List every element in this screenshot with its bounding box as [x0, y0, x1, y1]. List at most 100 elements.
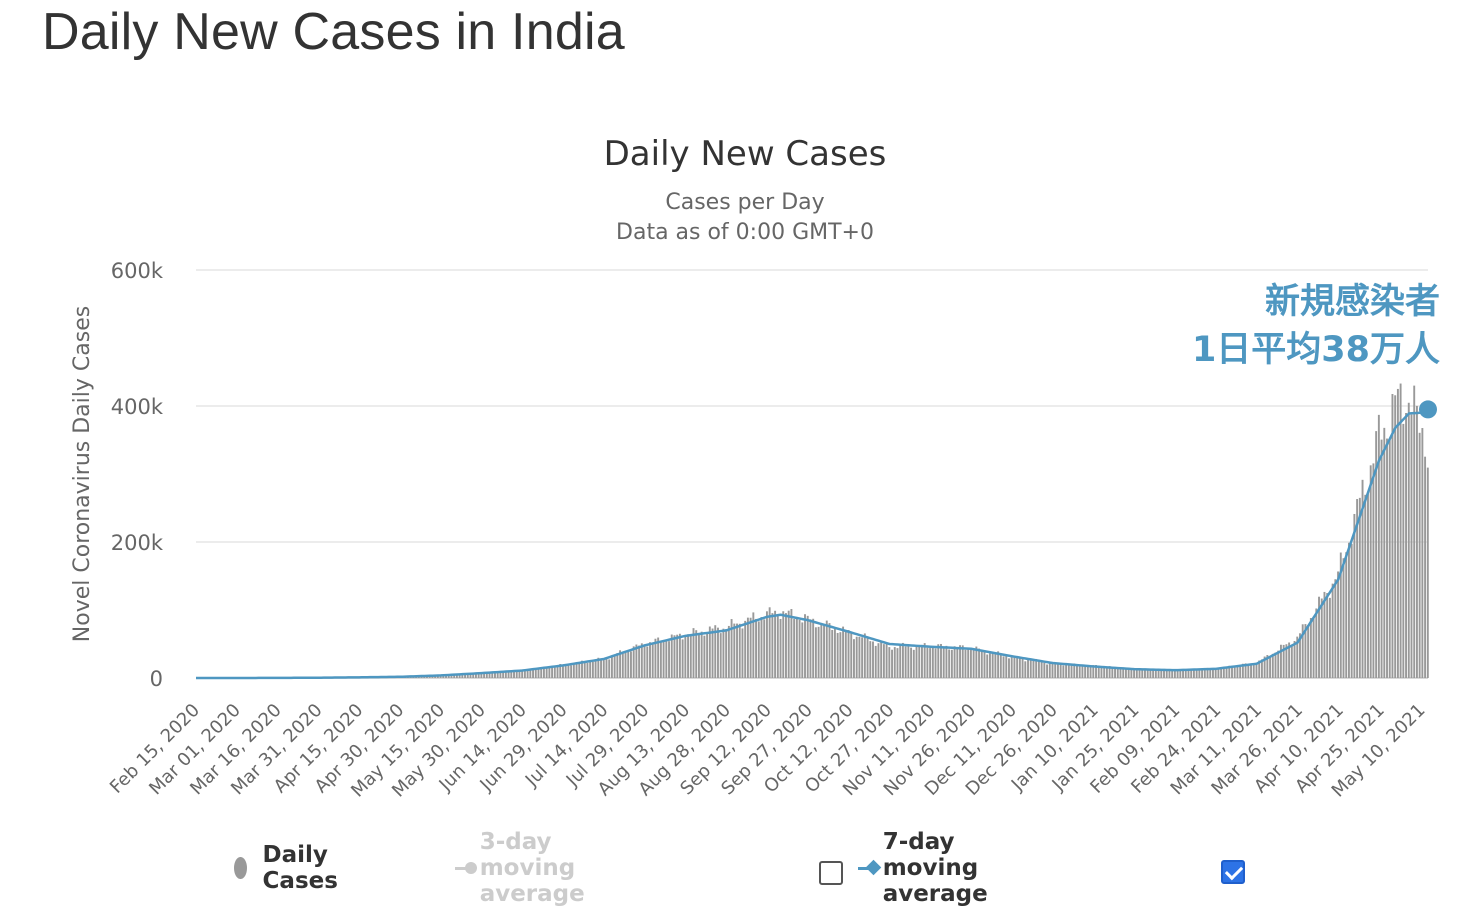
daily-case-bar — [1182, 670, 1184, 678]
legend-item-7day-ma[interactable]: 7-day moving average — [858, 848, 1006, 888]
daily-case-bar — [1370, 465, 1372, 678]
y-tick-label: 400k — [111, 395, 164, 419]
daily-case-bar — [736, 624, 738, 678]
daily-case-bar — [644, 646, 646, 678]
daily-case-bar — [1098, 667, 1100, 678]
daily-case-bar — [989, 653, 991, 678]
daily-case-bar — [720, 633, 722, 678]
daily-case-bar — [916, 645, 918, 678]
daily-case-bar — [1005, 656, 1007, 678]
daily-case-bar — [1033, 660, 1035, 678]
daily-case-bar — [777, 616, 779, 678]
daily-case-bar — [918, 645, 920, 678]
daily-case-bar — [739, 624, 741, 678]
daily-case-bar — [1402, 424, 1404, 678]
daily-case-bar — [1378, 415, 1380, 678]
daily-case-bar — [940, 644, 942, 678]
daily-case-bar — [1277, 651, 1279, 678]
daily-case-bar — [625, 652, 627, 678]
daily-case-bar — [709, 627, 711, 678]
legend-item-3day-ma[interactable]: 3-day moving average — [455, 848, 603, 888]
daily-case-bar — [766, 611, 768, 678]
y-axis-title: Novel Coronavirus Daily Cases — [70, 306, 95, 642]
daily-case-bar — [981, 650, 983, 678]
daily-case-bar — [1163, 670, 1165, 678]
daily-case-bar — [1359, 498, 1361, 678]
daily-case-bar — [1367, 493, 1369, 678]
daily-case-bar — [717, 628, 719, 678]
daily-case-bar — [1381, 440, 1383, 678]
daily-case-bar — [1060, 665, 1062, 678]
daily-case-bar — [1256, 664, 1258, 678]
daily-case-bar — [584, 662, 586, 678]
daily-case-bar — [608, 659, 610, 678]
daily-case-bar — [665, 641, 667, 678]
daily-case-bar — [1166, 670, 1168, 678]
daily-case-bar — [1394, 395, 1396, 678]
daily-cases-marker-icon — [234, 857, 247, 879]
legend-label-7day-ma: 7-day moving average — [883, 829, 1006, 907]
daily-case-bar — [1158, 671, 1160, 678]
daily-case-bar — [660, 642, 662, 678]
daily-case-bar — [652, 643, 654, 678]
daily-case-bar — [1310, 618, 1312, 678]
daily-case-bar — [956, 647, 958, 678]
daily-case-bar — [527, 670, 529, 678]
legend-item-daily-cases[interactable]: Daily Cases — [234, 848, 347, 888]
daily-case-bar — [788, 611, 790, 678]
ma7-checkbox[interactable] — [1221, 860, 1245, 884]
daily-case-bar — [592, 662, 594, 678]
daily-case-bar — [567, 664, 569, 678]
daily-case-bar — [695, 630, 697, 678]
daily-case-bar — [962, 645, 964, 678]
daily-case-bar — [1326, 593, 1328, 678]
daily-case-bar — [1057, 663, 1059, 678]
daily-case-bar — [725, 629, 727, 678]
daily-case-bar — [750, 618, 752, 678]
annotation-line-1: 新規感染者 — [1192, 278, 1440, 326]
daily-case-bar — [1081, 666, 1083, 678]
daily-case-bar — [826, 621, 828, 678]
daily-case-bar — [769, 607, 771, 678]
daily-case-bar — [926, 648, 928, 678]
daily-case-bar — [891, 650, 893, 678]
daily-case-bar — [1035, 659, 1037, 678]
daily-case-bar — [1421, 428, 1423, 678]
daily-case-bar — [937, 644, 939, 678]
daily-case-bar — [1049, 663, 1051, 678]
daily-case-bar — [948, 649, 950, 678]
daily-case-bar — [586, 663, 588, 678]
daily-case-bar — [1120, 669, 1122, 678]
daily-case-bar — [1198, 669, 1200, 678]
daily-case-bar — [1011, 657, 1013, 678]
daily-case-bar — [929, 648, 931, 678]
daily-case-bar — [703, 636, 705, 678]
daily-case-bar — [1353, 514, 1355, 678]
daily-case-bar — [589, 661, 591, 678]
daily-case-bar — [897, 648, 899, 678]
daily-case-bar — [809, 619, 811, 678]
daily-case-bar — [1144, 670, 1146, 678]
daily-case-bar — [1408, 403, 1410, 678]
daily-case-bar — [831, 630, 833, 678]
y-tick-label: 200k — [111, 531, 164, 555]
daily-case-bar — [1343, 558, 1345, 678]
daily-case-bar — [1397, 389, 1399, 678]
daily-case-bar — [872, 642, 874, 678]
daily-case-bar — [994, 653, 996, 678]
daily-case-bar — [622, 653, 624, 678]
daily-case-bar — [1052, 663, 1054, 678]
daily-case-bar — [858, 637, 860, 678]
daily-case-bar — [807, 616, 809, 678]
ma3-checkbox[interactable] — [819, 861, 843, 885]
daily-case-bar — [663, 640, 665, 678]
daily-case-bar — [818, 627, 820, 678]
daily-case-bar — [932, 647, 934, 678]
daily-case-bar — [771, 613, 773, 678]
daily-case-bar — [1269, 657, 1271, 678]
daily-case-bar — [1027, 660, 1029, 678]
daily-case-bar — [1000, 654, 1002, 678]
daily-case-bar — [1065, 665, 1067, 678]
